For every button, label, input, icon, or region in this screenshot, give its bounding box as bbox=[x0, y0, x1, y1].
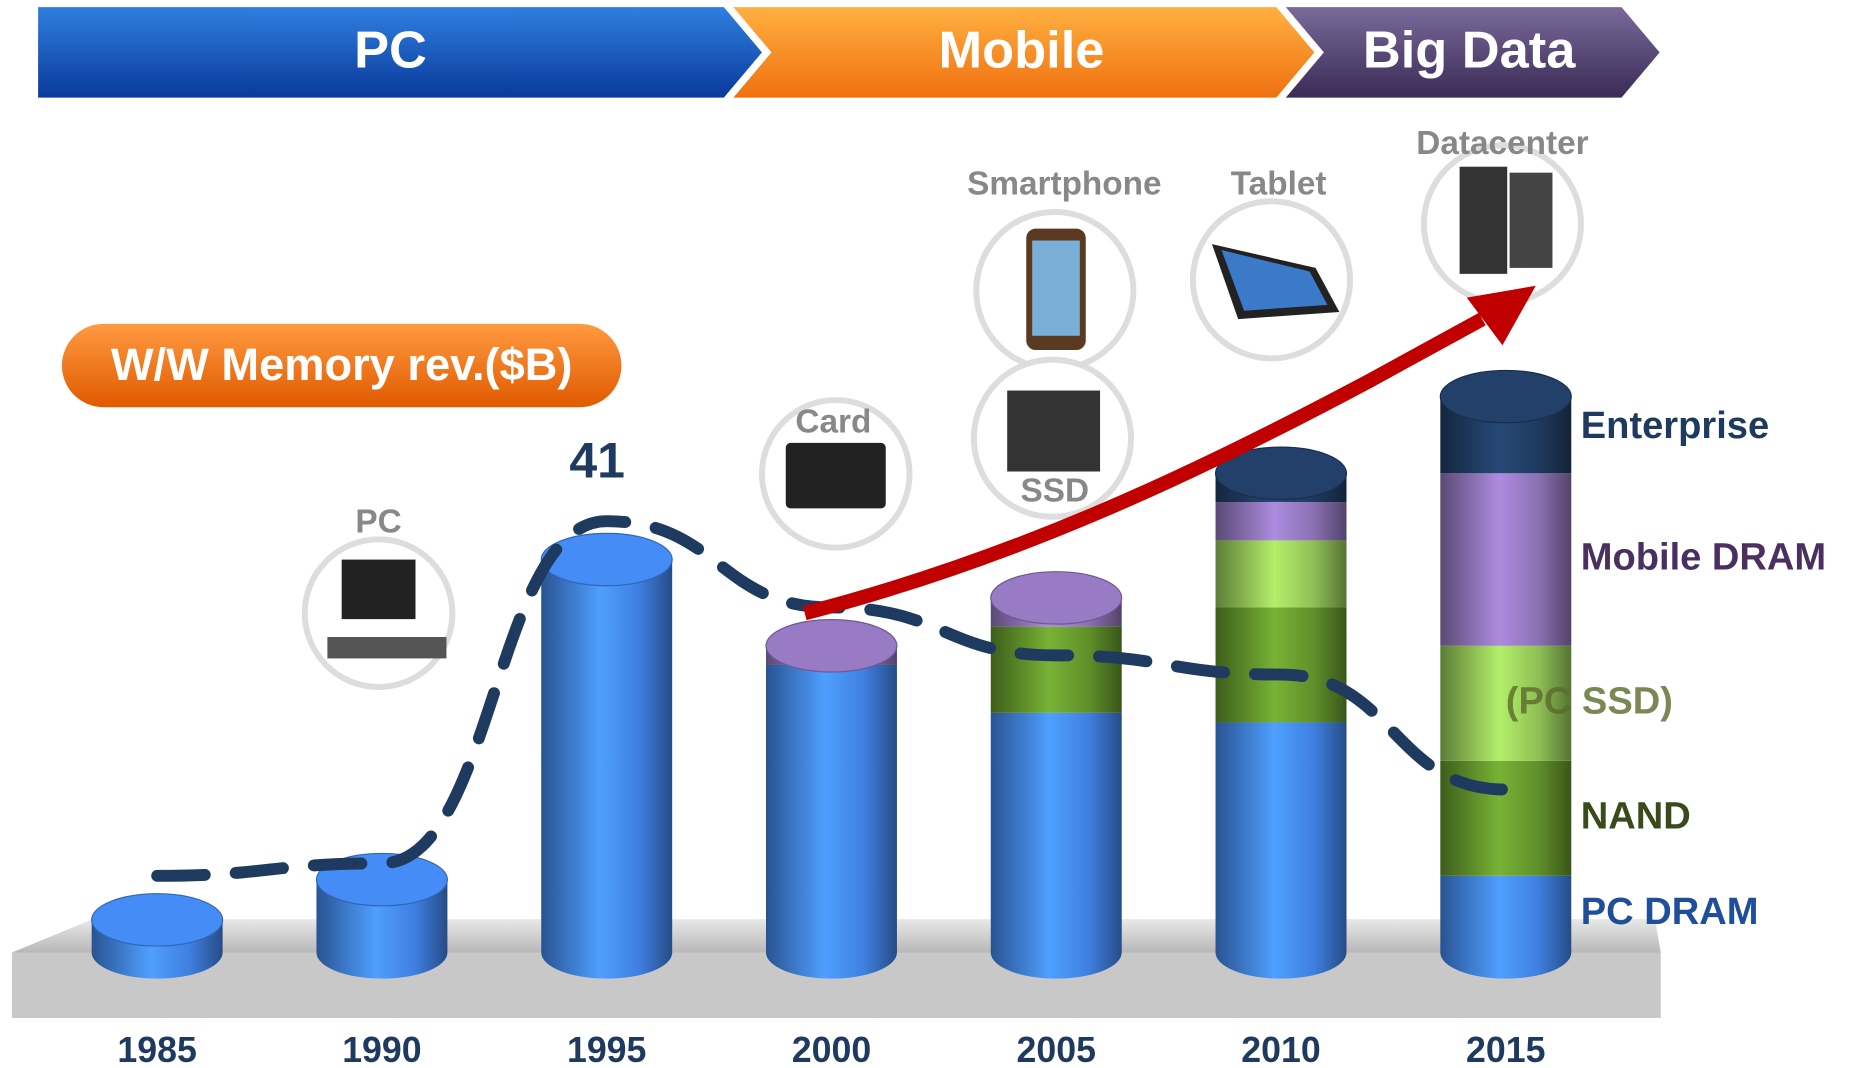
x-tick-label: 1990 bbox=[342, 1030, 421, 1068]
x-tick-label: 1985 bbox=[117, 1030, 196, 1068]
bar-segment bbox=[990, 626, 1122, 713]
legend-label: NAND bbox=[1581, 795, 1691, 837]
bar-base bbox=[990, 926, 1122, 979]
icon-tablet bbox=[1189, 198, 1354, 362]
trend-arrow-head bbox=[1466, 285, 1536, 346]
era-banner bbox=[733, 7, 1315, 98]
era-label: Big Data bbox=[1363, 21, 1576, 79]
x-tick-label: 2015 bbox=[1466, 1030, 1545, 1068]
bar-base bbox=[316, 926, 448, 979]
trend-arrow bbox=[803, 312, 1486, 621]
bar-segment bbox=[990, 712, 1122, 953]
bar-cap bbox=[990, 571, 1123, 625]
icon-card bbox=[758, 397, 913, 551]
bar-base bbox=[1440, 926, 1572, 979]
icon-ssd bbox=[970, 356, 1134, 520]
bar-segment bbox=[1215, 540, 1347, 608]
icon-label: SSD bbox=[1021, 473, 1090, 510]
annotation: W/W Memory rev.($B) bbox=[111, 339, 573, 390]
icon-label: Card bbox=[795, 404, 871, 441]
legend-label: PC DRAM bbox=[1581, 891, 1759, 933]
bar-segment bbox=[1215, 607, 1347, 723]
x-tick-label: 2000 bbox=[792, 1030, 871, 1068]
value-label: 41 bbox=[569, 432, 625, 488]
dashed-line bbox=[151, 515, 1512, 882]
bar-segment bbox=[1215, 722, 1347, 953]
x-tick-label: 2005 bbox=[1017, 1030, 1096, 1068]
icon-datacenter bbox=[1420, 142, 1585, 306]
bar-segment bbox=[765, 664, 897, 953]
icon-label: PC bbox=[355, 504, 401, 541]
bar-cap bbox=[1439, 369, 1572, 424]
bar-segment bbox=[1215, 502, 1347, 541]
era-label: Mobile bbox=[939, 21, 1105, 79]
bar-cap bbox=[540, 532, 673, 587]
legend-label: Enterprise bbox=[1581, 405, 1769, 447]
era-label: PC bbox=[354, 21, 427, 79]
bar-segment bbox=[1440, 473, 1572, 646]
icon-label: Datacenter bbox=[1416, 125, 1588, 162]
icon-label: Tablet bbox=[1231, 166, 1327, 203]
legend-label: Mobile DRAM bbox=[1581, 537, 1826, 579]
legend-label: (PC SSD) bbox=[1506, 680, 1673, 722]
x-tick-label: 1995 bbox=[567, 1030, 646, 1068]
bar-base bbox=[541, 926, 673, 979]
bar-segment bbox=[541, 559, 673, 953]
x-tick-label: 2010 bbox=[1241, 1030, 1320, 1068]
era-banner bbox=[1285, 7, 1660, 98]
bar-cap bbox=[91, 893, 224, 947]
icon-pc bbox=[301, 536, 456, 690]
icon-smartphone bbox=[973, 208, 1137, 373]
bar-segment bbox=[1440, 645, 1572, 761]
era-banner bbox=[38, 7, 762, 98]
bar-cap bbox=[765, 619, 898, 673]
bar-base bbox=[765, 926, 897, 979]
annotation-pill bbox=[61, 323, 622, 408]
icon-label: Smartphone bbox=[967, 166, 1161, 203]
bar-base bbox=[1215, 926, 1347, 979]
bar-cap bbox=[1214, 446, 1348, 501]
